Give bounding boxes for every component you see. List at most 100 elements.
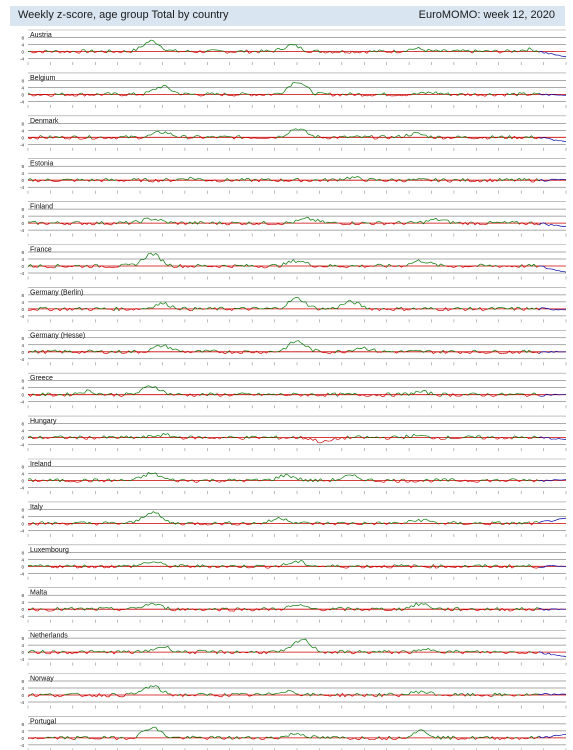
series-segment [310,438,314,441]
series-segment [482,608,486,611]
series-segment [403,434,407,440]
series-segment [484,564,488,567]
series-segment [273,49,277,53]
series-segment [381,307,385,310]
series-segment [462,221,466,225]
series-segment [108,393,112,395]
series-segment [401,392,405,396]
series-segment [384,266,387,268]
series-segment [475,609,478,611]
series-segment [470,523,473,525]
series-segment [440,49,444,52]
series-segment [344,522,348,525]
series-segment [337,266,341,268]
series-segment [334,179,338,182]
series-segment [337,93,341,97]
country-label: Luxembourg [30,547,69,554]
series-segment [273,137,277,139]
series-segment [506,92,510,95]
series-segment [91,392,95,394]
series-segment [99,350,102,352]
series-segment [364,436,368,439]
series-segment [474,222,478,226]
series-segment [221,351,225,354]
y-tick-label: -4 [20,142,24,147]
series-segment [528,47,532,50]
series-segment [182,265,186,269]
series-segment [445,49,449,53]
series-segment [506,393,510,396]
series-segment [285,86,289,90]
series-segment [99,564,102,567]
series-segment [366,652,370,655]
series-segment [475,522,478,524]
series-segment [189,735,193,739]
series-segment [521,222,525,225]
series-segment [145,649,149,653]
series-segment [516,479,520,482]
series-segment [298,260,301,263]
series-segment [219,395,223,397]
series-segment [526,737,530,740]
series-segment [177,92,181,96]
series-segment [273,476,277,481]
series-segment [413,433,417,437]
series-segment [489,521,493,526]
series-segment [315,92,319,96]
series-segment [30,522,34,526]
series-segment [450,735,454,740]
series-segment [474,349,478,353]
series-segment [135,308,139,310]
series-segment [79,566,83,568]
series-segment [84,438,88,440]
series-segment [62,736,66,740]
series-segment [502,523,505,526]
series-segment [548,520,552,522]
series-segment [516,521,520,525]
series-segment [413,48,417,50]
series-segment [130,350,134,354]
series-segment [423,730,427,734]
series-segment [457,521,461,525]
series-segment [487,479,491,483]
series-segment [359,302,363,308]
series-segment [406,651,410,655]
series-segment [263,607,267,609]
series-segment [212,437,215,439]
series-segment [398,607,402,611]
series-segment [177,264,181,268]
series-segment [47,222,51,225]
series-segment [138,389,142,393]
series-segment [91,307,95,311]
y-tick-label: 4 [21,128,24,133]
series-segment [27,264,31,267]
series-segment [327,307,331,310]
series-segment [440,92,444,95]
series-segment [194,306,198,310]
series-segment [305,693,309,695]
series-segment [538,223,542,226]
series-segment [418,259,422,263]
series-segment [551,351,554,353]
series-segment [72,436,75,438]
series-segment [30,178,34,182]
series-segment [234,51,237,53]
series-segment [278,178,282,182]
series-segment [285,180,289,182]
series-segment [506,522,510,525]
series-segment [236,479,240,482]
series-segment [384,307,387,311]
series-segment [224,651,228,654]
series-segment [207,566,210,569]
series-segment [162,605,166,610]
series-segment [209,478,213,483]
series-segment [514,220,517,223]
series-segment [546,693,549,695]
series-segment [342,50,346,54]
series-segment [81,178,85,181]
series-segment [231,436,235,438]
series-segment [59,350,63,354]
series-segment [465,435,468,438]
